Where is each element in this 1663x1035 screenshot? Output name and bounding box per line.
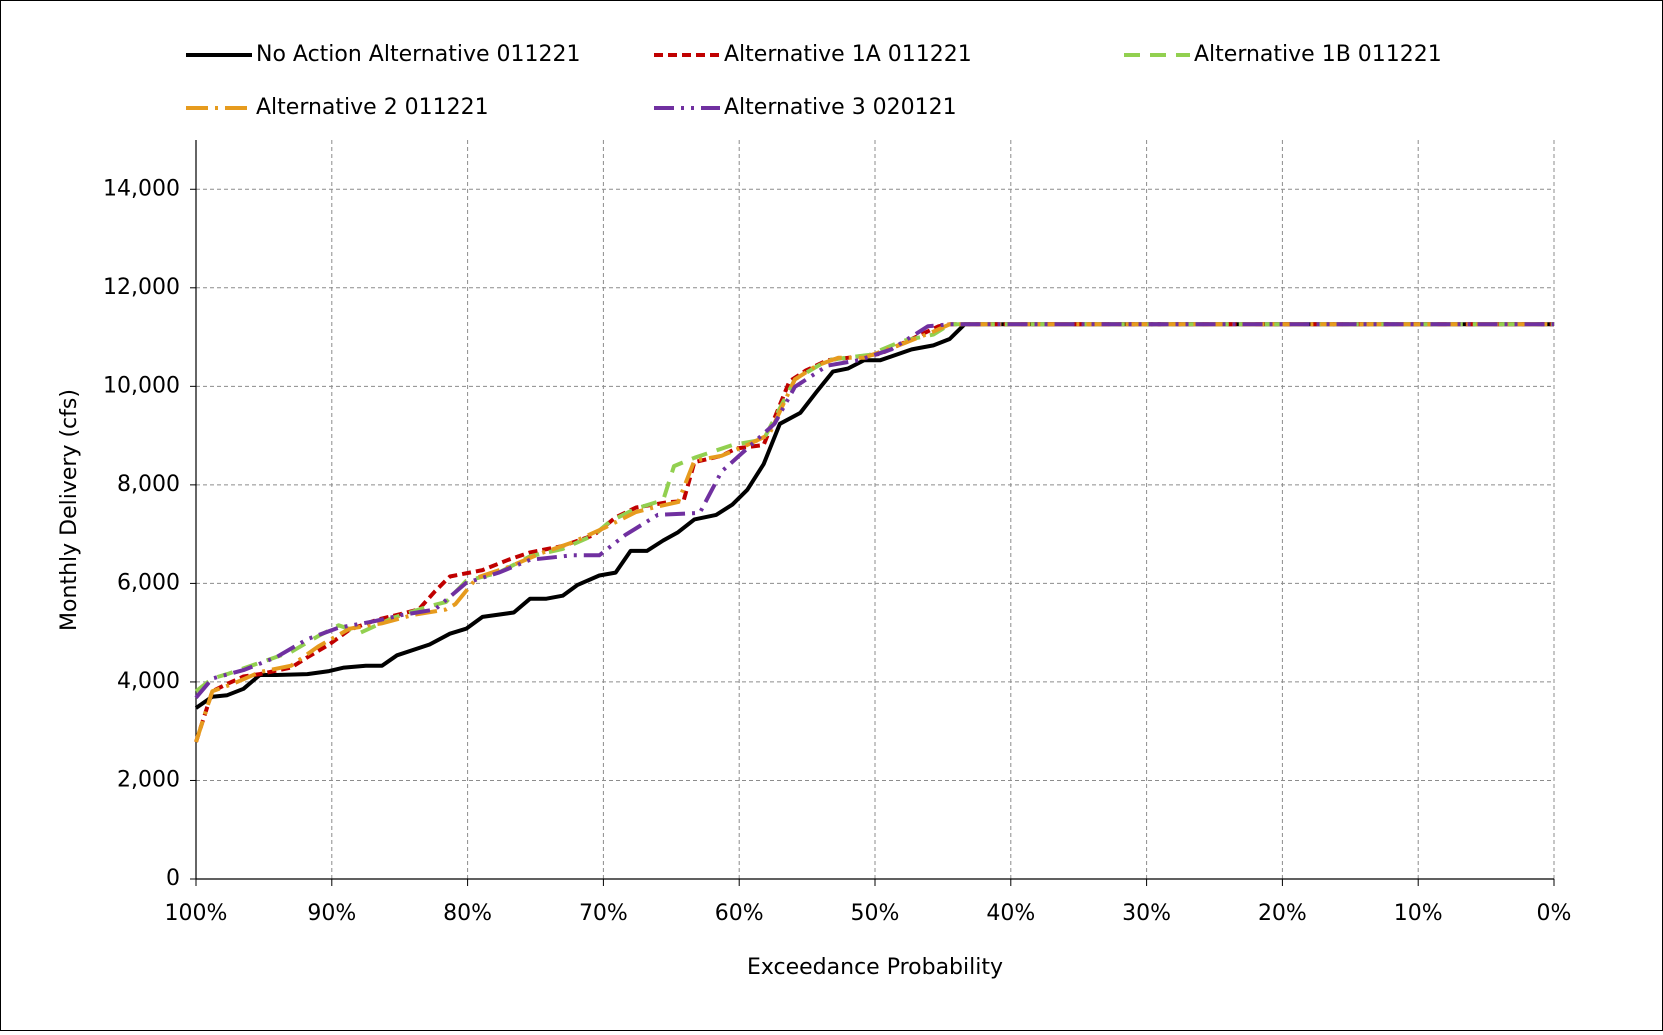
y-tick-label: 10,000: [103, 373, 180, 398]
x-tick-label: 60%: [715, 901, 764, 926]
x-tick-label: 20%: [1258, 901, 1307, 926]
x-tick-label: 40%: [986, 901, 1035, 926]
y-tick-label: 8,000: [117, 472, 180, 497]
y-tick-label: 14,000: [103, 176, 180, 201]
series-line: [194, 322, 1554, 710]
y-tick-label: 6,000: [117, 570, 180, 595]
x-tick-label: 70%: [579, 901, 628, 926]
x-tick-label: 10%: [1394, 901, 1443, 926]
legend-label: Alternative 1A 011221: [724, 42, 972, 67]
x-axis-title: Exceedance Probability: [747, 955, 1003, 980]
y-tick-label: 12,000: [103, 275, 180, 300]
x-tick-label: 50%: [851, 901, 900, 926]
x-tick-label: 80%: [443, 901, 492, 926]
legend-label: No Action Alternative 011221: [256, 42, 580, 67]
x-tick-label: 0%: [1537, 901, 1572, 926]
series-line: [194, 322, 1554, 743]
series-line: [194, 322, 1554, 699]
x-tick-label: 90%: [307, 901, 356, 926]
y-axis-title: Monthly Delivery (cfs): [57, 389, 82, 631]
legend-label: Alternative 3 020121: [724, 95, 957, 120]
y-tick-label: 0: [166, 866, 180, 891]
x-tick-label: 30%: [1122, 901, 1171, 926]
legend-label: Alternative 2 011221: [256, 95, 489, 120]
legend-label: Alternative 1B 011221: [1194, 42, 1442, 67]
y-tick-label: 2,000: [117, 767, 180, 792]
x-tick-label: 100%: [165, 901, 228, 926]
y-tick-label: 4,000: [117, 669, 180, 694]
